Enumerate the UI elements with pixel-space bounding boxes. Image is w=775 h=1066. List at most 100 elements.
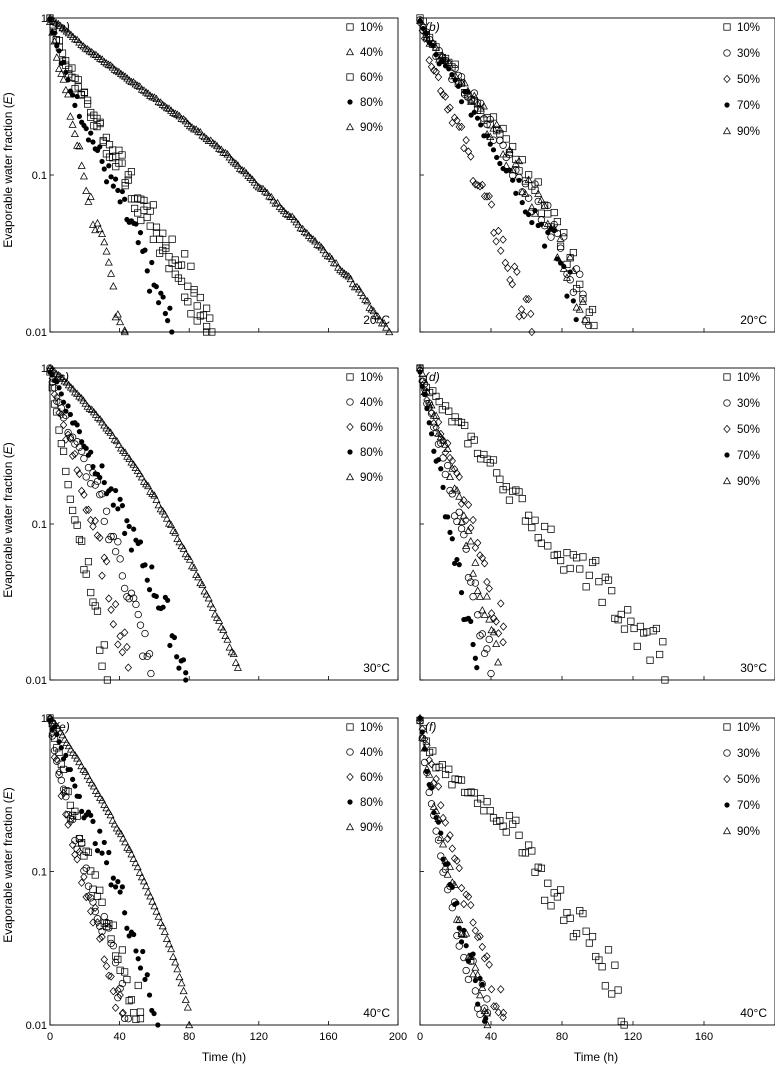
data-point xyxy=(154,912,163,920)
data-point xyxy=(443,870,452,878)
y-label-prefix: Evaporable water fraction ( xyxy=(1,799,15,942)
data-point xyxy=(469,515,477,525)
data-point xyxy=(420,735,429,744)
data-point xyxy=(454,71,463,80)
data-point xyxy=(579,295,587,303)
data-point xyxy=(52,53,61,61)
data-point xyxy=(458,99,465,105)
legend-label: 80% xyxy=(360,97,383,109)
data-point xyxy=(123,593,131,601)
legend-entry: 60% xyxy=(346,422,383,434)
data-point xyxy=(57,440,65,448)
data-point xyxy=(469,918,477,927)
data-point xyxy=(471,926,480,935)
data-point xyxy=(162,244,170,252)
data-point xyxy=(630,624,638,633)
data-point xyxy=(67,766,73,773)
data-point xyxy=(604,946,613,954)
data-point xyxy=(109,942,118,950)
x-axis-label-left: Time (h) xyxy=(202,1050,246,1064)
legend-marker-square xyxy=(723,723,731,731)
data-point xyxy=(116,829,126,838)
data-point xyxy=(90,464,96,470)
panel-label: (b) xyxy=(425,20,440,34)
data-point xyxy=(184,298,192,306)
data-point xyxy=(470,436,478,444)
data-point xyxy=(550,208,558,217)
legend-entry: 40% xyxy=(346,397,383,409)
data-point xyxy=(108,431,117,439)
data-point xyxy=(553,253,562,261)
data-point xyxy=(477,975,483,982)
data-point xyxy=(439,436,448,444)
data-point xyxy=(149,259,155,266)
data-point xyxy=(579,910,587,918)
data-point xyxy=(124,171,132,179)
data-point xyxy=(441,440,450,448)
data-point xyxy=(562,273,572,281)
data-point xyxy=(448,844,457,853)
data-point xyxy=(467,96,475,104)
panel-label: (e) xyxy=(55,720,70,734)
data-point xyxy=(144,577,150,583)
x-tick-label: 160 xyxy=(695,1031,713,1043)
data-point xyxy=(458,939,465,945)
data-point xyxy=(576,280,584,288)
data-point xyxy=(208,603,217,611)
data-point xyxy=(169,952,178,960)
data-point xyxy=(48,729,56,738)
data-point xyxy=(84,892,93,901)
data-point xyxy=(510,262,519,271)
data-point xyxy=(93,607,102,615)
data-point xyxy=(483,130,492,138)
data-point xyxy=(444,461,452,470)
data-point xyxy=(534,197,542,206)
data-point xyxy=(58,391,64,397)
data-point xyxy=(436,833,445,841)
data-point xyxy=(547,525,555,533)
data-point xyxy=(480,559,489,568)
data-point xyxy=(473,586,482,594)
data-point xyxy=(52,369,61,378)
data-point xyxy=(91,516,99,525)
legend-marker-square xyxy=(346,723,354,731)
data-point xyxy=(76,113,83,120)
data-point xyxy=(467,578,475,586)
data-point xyxy=(71,388,80,396)
data-point xyxy=(110,820,119,828)
data-point xyxy=(109,620,118,629)
data-point xyxy=(506,275,514,285)
data-point xyxy=(471,963,480,971)
legend-marker-circle xyxy=(723,749,731,757)
data-point xyxy=(446,103,454,112)
legend-label: 80% xyxy=(360,797,383,809)
data-point xyxy=(526,211,532,218)
data-point xyxy=(447,71,456,80)
data-point xyxy=(215,144,224,152)
data-point xyxy=(176,665,182,671)
data-point xyxy=(158,290,164,296)
data-point xyxy=(572,929,581,938)
data-point xyxy=(521,180,530,188)
data-point xyxy=(455,492,464,500)
panel-label-close: ) xyxy=(64,720,70,734)
data-point xyxy=(175,972,184,981)
data-point xyxy=(441,856,450,864)
data-point xyxy=(77,161,86,169)
data-point xyxy=(75,535,83,544)
data-point xyxy=(98,417,107,426)
data-point xyxy=(487,625,496,634)
data-point xyxy=(455,472,463,482)
data-point xyxy=(483,192,491,201)
data-point xyxy=(519,199,525,206)
data-point-end xyxy=(499,622,508,631)
data-point xyxy=(450,854,459,863)
y-label-suffix: ) xyxy=(1,92,15,96)
data-point xyxy=(72,783,78,789)
data-point xyxy=(198,131,207,139)
data-point xyxy=(229,649,238,657)
data-point xyxy=(85,404,94,412)
data-point xyxy=(117,199,123,205)
data-point xyxy=(107,935,115,943)
data-point xyxy=(68,451,77,460)
